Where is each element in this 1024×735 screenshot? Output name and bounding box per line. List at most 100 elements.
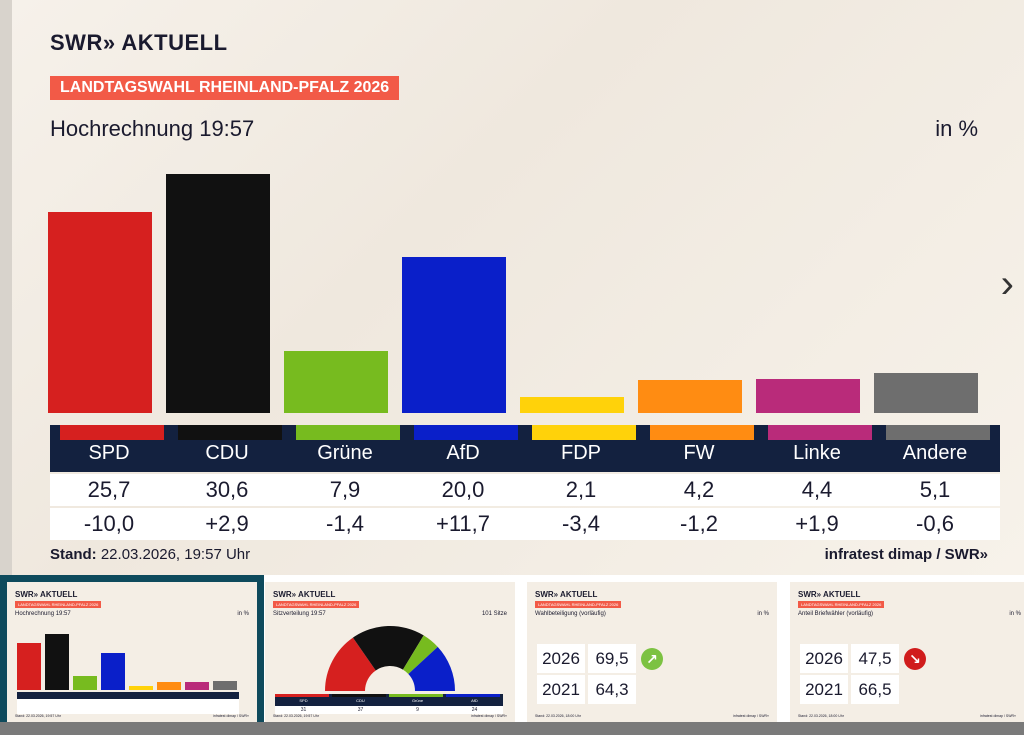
seat-strip [446,694,500,697]
thumb-bar [45,634,69,690]
swr-aktuell-logo: SWR» AKTUELL [50,30,228,55]
thumb-source: infratest dimap / SWR» [471,714,507,718]
thumbnail-strip: SWR» AKTUELL LANDTAGSWAHL RHEINLAND-PFAL… [0,575,1024,735]
seat-party-label: AfD [471,698,478,703]
thumb-bar [17,642,41,690]
seat-count: 31 [300,707,307,713]
thumb-title: Sitzverteilung 19:57 [273,611,326,617]
seat-table-row [275,706,503,714]
party-header-row: SPD CDU Grüne AfD FDP FW Linke Andere [50,425,1000,472]
thumb-bar [185,681,209,690]
seat-segment-afd [408,646,455,691]
bar-spd [48,212,152,413]
seat-party-label: SPD [299,698,308,703]
thumb-wahlbeteiligung[interactable]: SWR» AKTUELL LANDTAGSWAHL RHEINLAND-PFAL… [527,582,777,722]
thumb-banner: LANDTAGSWAHL RHEINLAND-PFALZ 2026 [798,601,885,608]
thumb-unit: in % [1009,611,1021,617]
color-strip-linke [768,425,872,440]
color-strip-fdp [532,425,636,440]
thumb-unit: in % [757,611,769,617]
bar-cdu [166,174,270,413]
thumb-stand: Stand: 22.03.2026, 18:00 Uhr [798,714,844,718]
thumb-source: infratest dimap / SWR» [980,714,1016,718]
stand-text: Stand: 22.03.2026, 19:57 Uhr [50,546,250,563]
bar-andere [874,373,978,413]
seat-strip [332,694,386,697]
value-label: 4,2 [683,477,715,502]
value-label: 20,0 [441,477,485,502]
color-strip-spd [60,425,164,440]
seat-table-header [275,694,503,706]
source-text: infratest dimap / SWR» [824,546,988,563]
bottom-bar [0,722,1024,735]
year-cell: 2026 [800,644,848,673]
thumb-bar [213,680,237,690]
thumb-banner: LANDTAGSWAHL RHEINLAND-PFALZ 2026 [15,601,102,608]
party-label: AfD [446,442,480,464]
chart-title: Hochrechnung 19:57 [50,116,255,141]
change-label: +1,9 [795,511,839,536]
seat-segment-spd [325,637,376,691]
thumb-logo: SWR» AKTUELL [798,590,861,599]
thumb-banner: LANDTAGSWAHL RHEINLAND-PFALZ 2026 [535,601,622,608]
thumb-logo: SWR» AKTUELL [15,590,78,599]
year-cell: 2021 [800,675,848,704]
thumb-unit: in % [237,611,249,617]
thumb-title: Wahlbeteiligung (vorläufig) [535,611,606,617]
arrow-up-icon: ↗ [641,648,663,670]
change-label: -10,0 [83,511,135,536]
value-label: 30,6 [205,477,249,502]
thumb-briefwaehler[interactable]: SWR» AKTUELL LANDTAGSWAHL RHEINLAND-PFAL… [790,582,1024,722]
thumb-bar [73,675,97,690]
change-label: +11,7 [435,511,491,536]
thumb-stand: Stand: 22.03.2026, 19:57 Uhr [15,714,61,718]
seat-segment-cdu [352,626,424,671]
value-cell: 69,5 [588,644,636,673]
value-label: 7,9 [329,477,361,502]
year-cell: 2021 [537,675,585,704]
stand-value: 22.03.2026, 19:57 Uhr [100,546,251,563]
seat-count: 9 [416,707,419,713]
color-strip-afd [414,425,518,440]
party-label: Grüne [317,442,373,464]
value-label: 4,4 [801,477,833,502]
seat-party-label: CDU [356,698,365,703]
party-label: Andere [902,442,968,464]
bar-fw [638,380,742,413]
thumb-unit: 101 Sitze [481,611,507,617]
party-label: SPD [88,442,130,464]
seat-segment-grüne [402,635,438,675]
election-banner: LANDTAGSWAHL RHEINLAND-PFALZ 2026 [50,76,400,100]
results-table: SPD CDU Grüne AfD FDP FW Linke Andere 25,7 30,6 7… [50,425,1000,540]
seat-strip [275,694,329,697]
thumb-source: infratest dimap / SWR» [733,714,769,718]
change-label: +2,9 [205,511,249,536]
change-label: -1,4 [326,511,364,536]
main-slide: SWR» AKTUELL LANDTAGSWAHL RHEINLAND-PFAL… [0,0,1024,575]
seat-hemicycle [325,626,455,691]
value-label: 25,7 [87,477,131,502]
change-label: -1,2 [680,511,718,536]
chevron-right-icon[interactable]: › [1000,262,1014,306]
thumb-logo: SWR» AKTUELL [273,590,336,599]
color-strip-grüne [296,425,400,440]
change-label: -3,4 [562,511,600,536]
color-strip-fw [650,425,754,440]
unit-label: in % [935,116,978,141]
thumb-source: infratest dimap / SWR» [213,714,249,718]
color-strip-cdu [178,425,282,440]
seat-party-label: Grüne [411,698,424,703]
party-label: CDU [205,442,249,464]
thumb-table-rows [17,699,239,714]
value-label: 5,1 [919,477,951,502]
thumb-bar [101,653,125,690]
thumb-sitzverteilung[interactable]: SWR» AKTUELL LANDTAGSWAHL RHEINLAND-PFAL… [265,582,515,722]
thumb-stand: Stand: 22.03.2026, 18:00 Uhr [535,714,581,718]
value-cell: 64,3 [588,675,636,704]
value-cell: 47,5 [851,644,899,673]
thumb-hochrechnung[interactable]: SWR» AKTUELL LANDTAGSWAHL RHEINLAND-PFAL… [0,575,264,729]
color-strip-andere [886,425,990,440]
arrow-down-icon: ↘ [904,648,926,670]
year-cell: 2026 [537,644,585,673]
thumb-bar [157,682,181,690]
